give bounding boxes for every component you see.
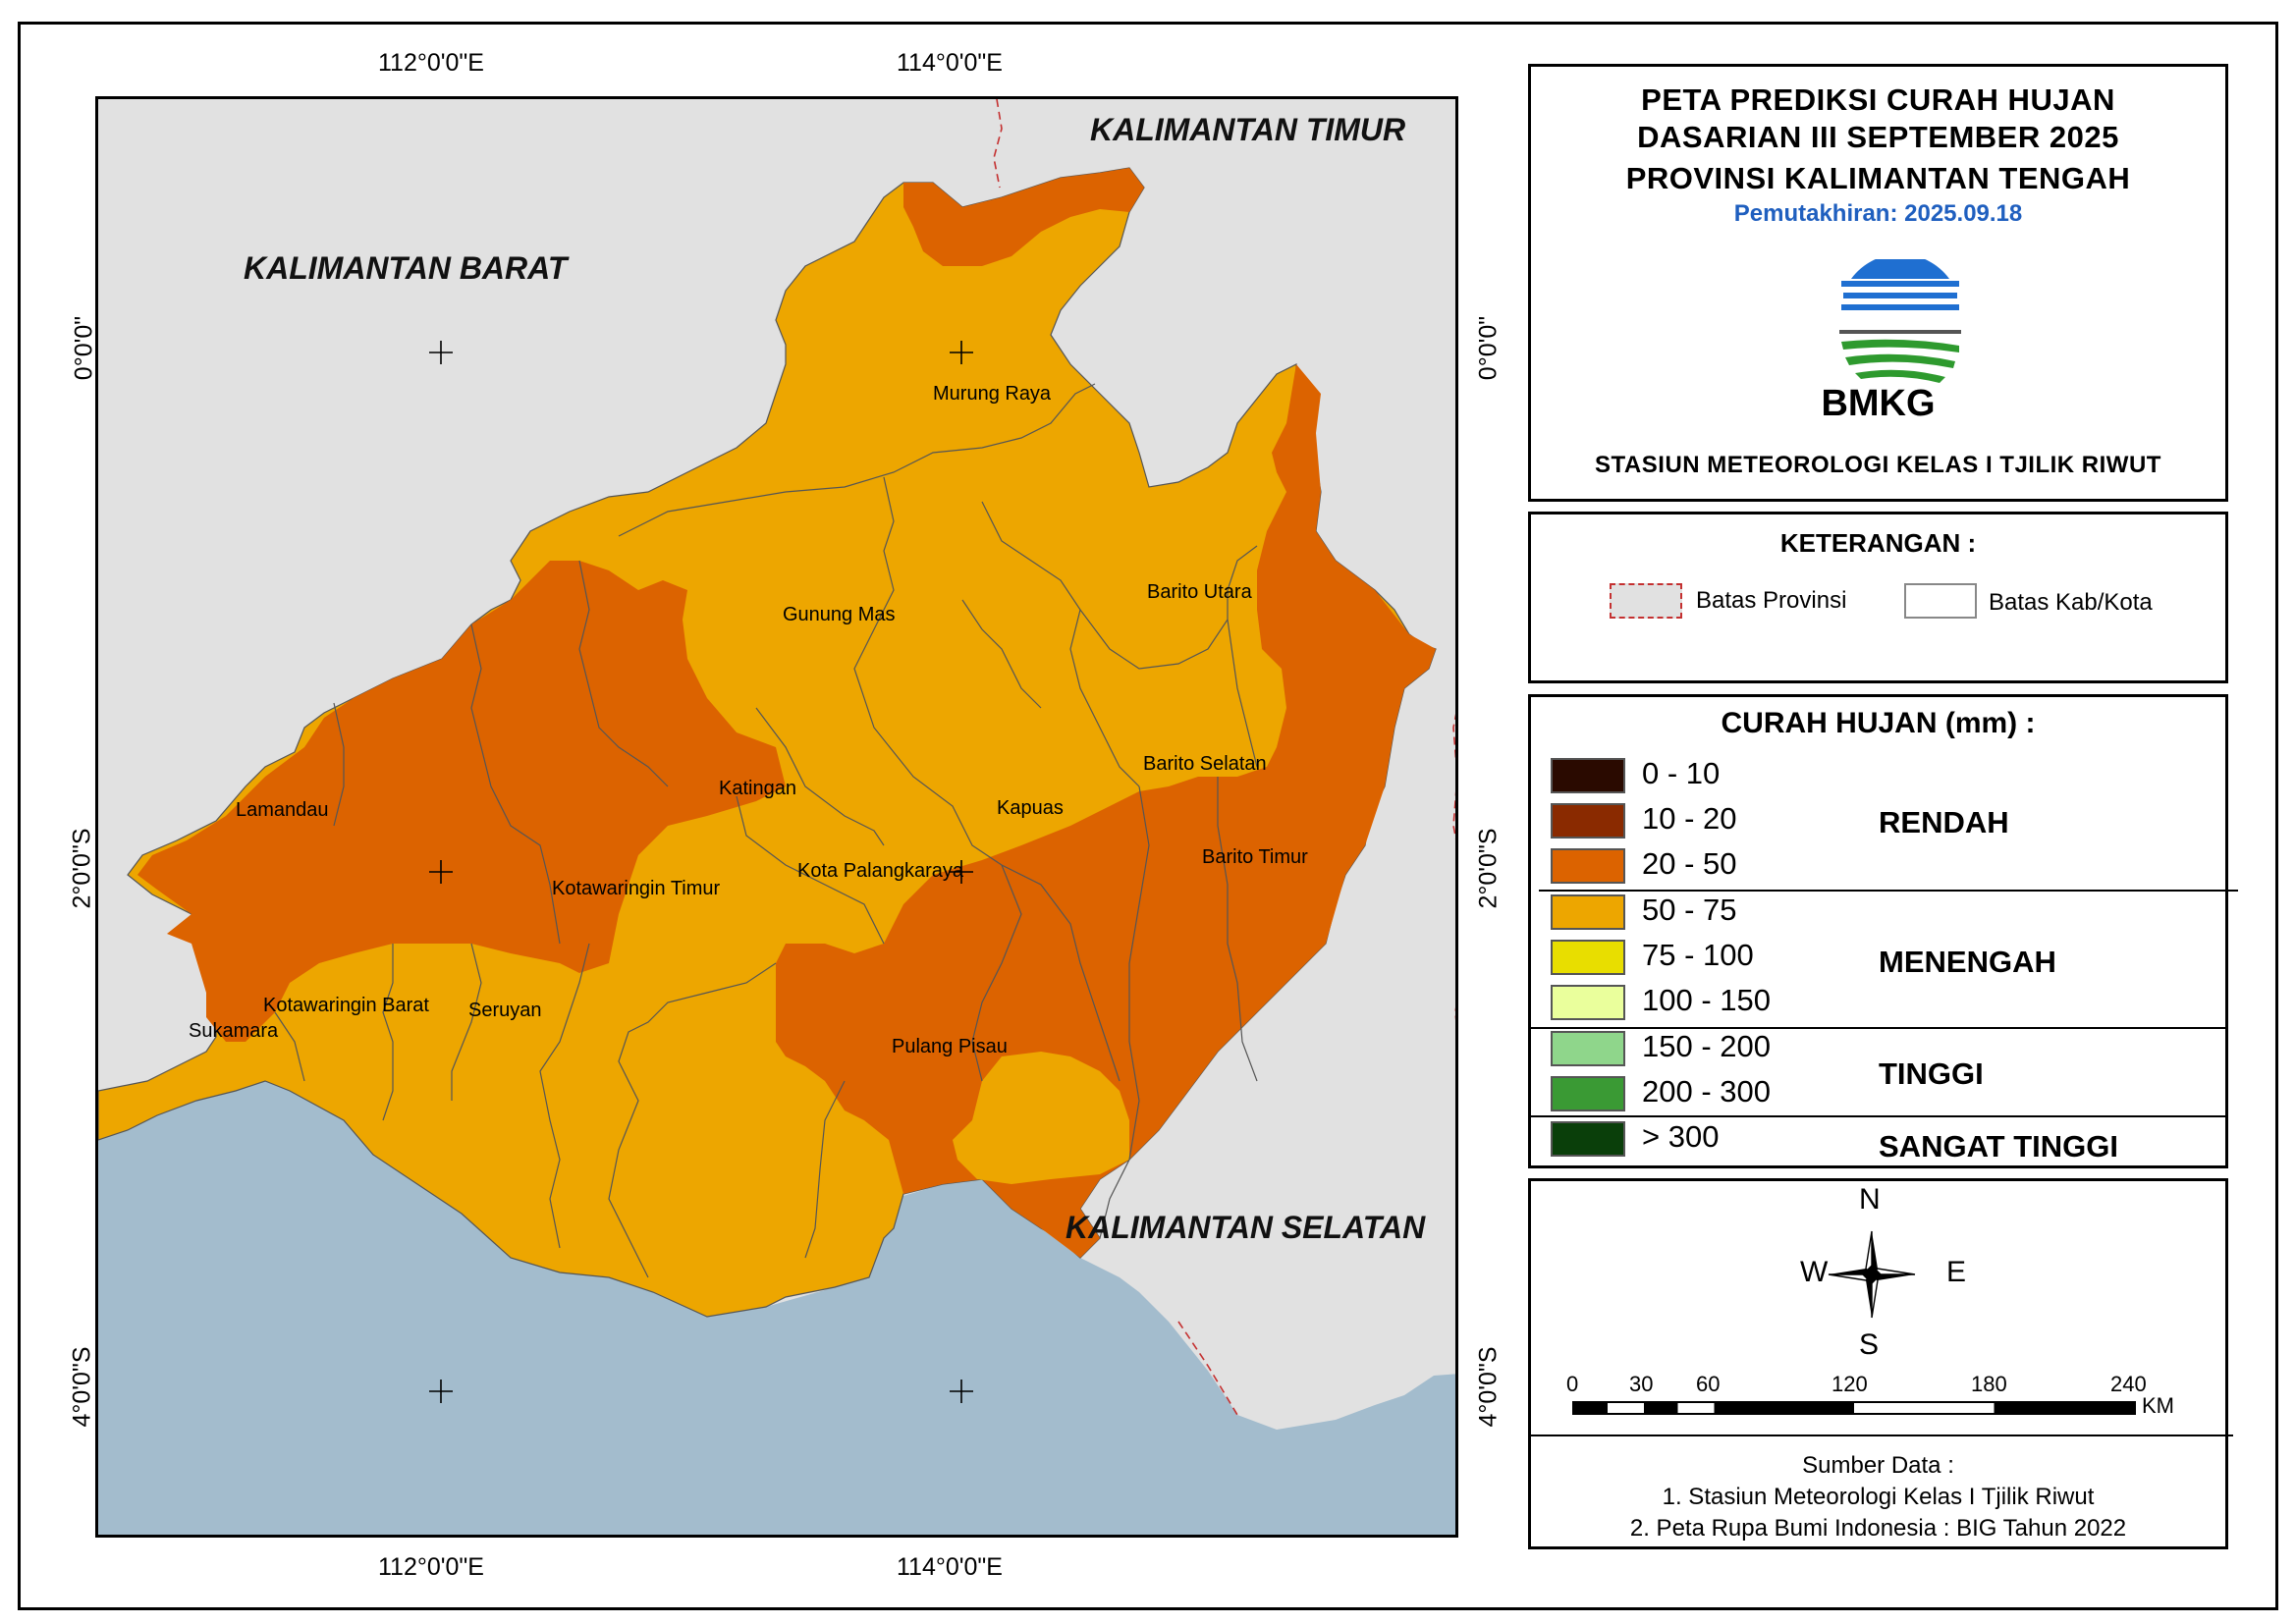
source-title: Sumber Data :: [1802, 1452, 1954, 1479]
label-kaltim: KALIMANTAN TIMUR: [1090, 112, 1405, 147]
label-10-20: 10 - 20: [1642, 801, 1737, 836]
compass-south: S: [1859, 1328, 1880, 1361]
rainfall-map: KALIMANTAN TIMUR KALIMANTAN BARAT KALIMA…: [98, 99, 1455, 1535]
label-barito-timur: Barito Timur: [1202, 846, 1308, 868]
zone-20-50-west: [137, 561, 786, 1042]
title-line-1: PETA PREDIKSI CURAH HUJAN: [1641, 82, 2115, 117]
category-menengah: MENENGAH: [1879, 945, 2056, 979]
prov-boundary-label: Batas Provinsi: [1696, 587, 1847, 614]
compass-north: N: [1859, 1183, 1881, 1216]
swatch-over-300: [1551, 1121, 1625, 1157]
legend-divider-1: [1539, 890, 2238, 892]
scale-tick-240: 240: [2110, 1372, 2147, 1396]
label-katingan: Katingan: [719, 778, 796, 799]
swatch-150-200: [1551, 1031, 1625, 1066]
source-line-1: 1. Stasiun Meteorologi Kelas I Tjilik Ri…: [1662, 1484, 2095, 1510]
swatch-10-20: [1551, 803, 1625, 839]
title-line-3: PROVINSI KALIMANTAN TENGAH: [1625, 161, 2131, 195]
source-line-2: 2. Peta Rupa Bumi Indonesia : BIG Tahun …: [1629, 1515, 2127, 1542]
category-tinggi: TINGGI: [1879, 1056, 1984, 1091]
title-panel: PETA PREDIKSI CURAH HUJAN DASARIAN III S…: [1528, 64, 2228, 502]
label-75-100: 75 - 100: [1642, 938, 1754, 972]
label-150-200: 150 - 200: [1642, 1029, 1771, 1063]
coord-right-0: 0°0'0": [1474, 315, 1503, 381]
swatch-20-50: [1551, 848, 1625, 884]
update-date: Pemutakhiran: 2025.09.18: [1733, 200, 2023, 227]
coord-left-4s: 4°0'0"S: [68, 1346, 96, 1428]
label-kalbar: KALIMANTAN BARAT: [244, 250, 570, 286]
keterangan-panel: KETERANGAN : Batas Provinsi Batas Kab/Ko…: [1528, 512, 2228, 683]
label-kalsel: KALIMANTAN SELATAN: [1066, 1210, 1426, 1245]
regency-boundaries: [274, 383, 1258, 1278]
compass-rose-icon: [1828, 1230, 1916, 1319]
compass-west: W: [1800, 1256, 1829, 1288]
keterangan-title: KETERANGAN :: [1779, 528, 1977, 558]
label-seruyan: Seruyan: [468, 1000, 542, 1021]
swatch-100-150: [1551, 985, 1625, 1020]
legend-divider-3: [1531, 1115, 2228, 1117]
scale-tick-120: 120: [1831, 1372, 1868, 1396]
label-50-75: 50 - 75: [1642, 893, 1737, 927]
legend-divider-2: [1531, 1027, 2228, 1029]
category-sangat-tinggi: SANGAT TINGGI: [1879, 1129, 2118, 1164]
scale-tick-60: 60: [1696, 1372, 1721, 1396]
label-barito-selatan: Barito Selatan: [1143, 753, 1267, 775]
scale-bar: [1572, 1401, 2136, 1415]
coord-top-112e: 112°0'0"E: [378, 49, 484, 77]
source-divider: [1531, 1435, 2233, 1436]
station-name: STASIUN METEOROLOGI KELAS I TJILIK RIWUT: [1595, 452, 2161, 478]
zone-50-75-pulangpisau: [953, 1052, 1129, 1184]
scale-unit: KM: [2142, 1393, 2174, 1418]
label-kotawaringin-timur: Kotawaringin Timur: [552, 878, 721, 899]
swatch-200-300: [1551, 1076, 1625, 1111]
compass-east: E: [1946, 1256, 1967, 1288]
regency-labels: Murung Raya Gunung Mas Barito Utara Kati…: [189, 383, 1308, 1057]
label-sukamara: Sukamara: [189, 1020, 279, 1042]
grid-crosses: [429, 341, 973, 1403]
kab-boundary-swatch: [1904, 583, 1977, 619]
scale-tick-30: 30: [1629, 1372, 1654, 1396]
swatch-50-75: [1551, 894, 1625, 930]
scale-tick-180: 180: [1971, 1372, 2007, 1396]
label-over-300: > 300: [1642, 1119, 1720, 1154]
label-0-10: 0 - 10: [1642, 756, 1721, 790]
label-kota-palangkaraya: Kota Palangkaraya: [797, 860, 964, 882]
label-lamandau: Lamandau: [236, 799, 329, 821]
map-frame: KALIMANTAN TIMUR KALIMANTAN BARAT KALIMA…: [95, 96, 1458, 1538]
scale-tick-0: 0: [1566, 1372, 1579, 1396]
category-rendah: RENDAH: [1879, 805, 2009, 839]
coord-bottom-114e: 114°0'0"E: [897, 1553, 1003, 1581]
title-line-2: DASARIAN III SEPTEMBER 2025: [1637, 120, 2119, 154]
legend-panel: CURAH HUJAN (mm) : 0 - 10 10 - 20 20 - 5…: [1528, 694, 2238, 1168]
page-border: [18, 22, 2278, 1610]
prov-boundary-swatch: [1610, 583, 1682, 619]
bmkg-logo-icon: [1839, 259, 1961, 384]
label-100-150: 100 - 150: [1642, 983, 1771, 1017]
swatch-0-10: [1551, 758, 1625, 793]
zone-20-50-north: [903, 168, 1144, 266]
label-20-50: 20 - 50: [1642, 846, 1737, 881]
province-boundary: [993, 99, 1455, 1416]
label-kotawaringin-barat: Kotawaringin Barat: [263, 995, 429, 1016]
label-murung-raya: Murung Raya: [933, 383, 1052, 405]
kab-boundary-label: Batas Kab/Kota: [1989, 589, 2153, 616]
bmkg-logo-text: BMKG: [1821, 383, 1936, 424]
label-gunung-mas: Gunung Mas: [783, 604, 896, 625]
coord-top-114e: 114°0'0"E: [897, 49, 1003, 77]
label-200-300: 200 - 300: [1642, 1074, 1771, 1109]
coord-bottom-112e: 112°0'0"E: [378, 1553, 484, 1581]
compass-panel: N S E W 0 30 60 120 180 240 KM Sumber Da…: [1528, 1178, 2233, 1549]
coord-right-2s: 2°0'0"S: [1474, 828, 1503, 909]
swatch-75-100: [1551, 940, 1625, 975]
coord-right-4s: 4°0'0"S: [1474, 1346, 1503, 1428]
zone-20-50-east: [776, 364, 1436, 1258]
label-pulang-pisau: Pulang Pisau: [892, 1036, 1008, 1057]
label-kapuas: Kapuas: [997, 797, 1064, 819]
coord-left-2s: 2°0'0"S: [68, 828, 96, 909]
java-sea: [98, 1081, 1455, 1535]
label-barito-utara: Barito Utara: [1147, 581, 1253, 603]
legend-title: CURAH HUJAN (mm) :: [1721, 707, 2036, 739]
